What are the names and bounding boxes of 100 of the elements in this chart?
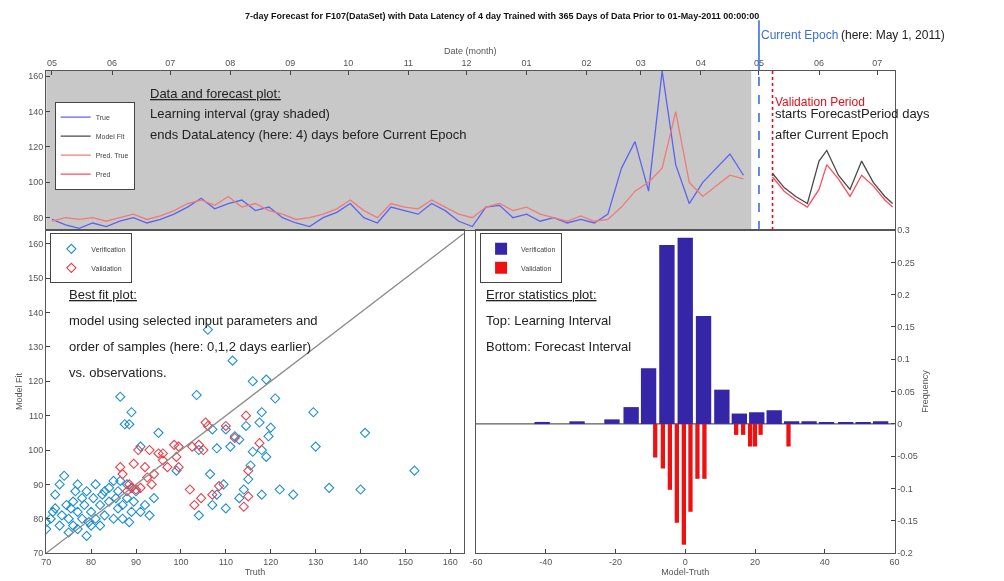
annotation: order of samples (here: 0,1,2 days earlier)	[69, 339, 312, 354]
point	[169, 439, 180, 450]
bar	[731, 413, 747, 424]
x-tick-label: 20	[750, 556, 761, 567]
bar	[623, 407, 639, 424]
bar	[569, 421, 585, 424]
point	[196, 493, 207, 504]
bar	[749, 412, 765, 424]
x-tick-label: 02	[581, 58, 592, 69]
y-tick-label: 0.3	[897, 225, 910, 236]
text: (here: May 1, 2011)	[841, 28, 945, 42]
bar	[855, 421, 871, 425]
y-tick-label: 0.1	[897, 354, 910, 365]
x-tick-label: 04	[695, 58, 706, 69]
ref-line-label: Current Epoch	[761, 28, 839, 42]
annotation: after Current Epoch	[775, 127, 889, 142]
annotation: Best fit plot:	[69, 287, 137, 302]
x-tick-label: 03	[635, 58, 646, 69]
y-tick-label: 140	[28, 106, 44, 117]
x-axis-title: Truth	[244, 566, 266, 577]
x-tick-label: 150	[397, 556, 413, 567]
point	[240, 410, 252, 421]
point	[153, 448, 164, 459]
point	[162, 462, 173, 473]
bar	[695, 316, 712, 424]
y-tick-label: 80	[33, 513, 44, 524]
point	[133, 444, 144, 456]
point	[193, 439, 204, 450]
bar	[653, 423, 658, 458]
point	[254, 438, 265, 449]
y-tick-label: 120	[28, 376, 44, 387]
annotation: vs. observations.	[69, 365, 167, 380]
x-tick-label: 40	[819, 556, 830, 567]
x-tick-label: 0	[682, 556, 688, 567]
bar	[677, 237, 693, 424]
x-tick-label: -40	[539, 556, 553, 567]
y-tick-label: 150	[28, 273, 44, 284]
bar	[783, 421, 800, 424]
x-tick-label: 10	[343, 58, 354, 69]
point	[238, 501, 249, 512]
y-tick-label: 0.05	[897, 386, 915, 397]
bar	[688, 423, 693, 512]
bar	[714, 389, 730, 424]
point	[200, 417, 211, 428]
point	[142, 472, 153, 483]
bar	[741, 423, 746, 435]
x-tick-label: 90	[131, 556, 142, 567]
x-tick-label: 08	[225, 58, 236, 69]
x-tick-label: 120	[263, 556, 279, 567]
x-tick-label: -60	[469, 556, 483, 567]
x-tick-label: 06	[107, 58, 118, 69]
bar	[747, 423, 753, 447]
bar	[801, 421, 817, 424]
y-tick-label: 100	[28, 445, 44, 456]
x-tick-label: 07	[872, 58, 883, 69]
x-tick-label: 09	[285, 58, 296, 69]
x-tick-label: 05	[46, 58, 57, 69]
x-tick-label: 11	[403, 58, 414, 69]
point	[243, 465, 254, 476]
y-tick-label: 110	[29, 410, 44, 421]
y-tick-label: 0.25	[897, 257, 915, 268]
y-axis-title: Frequency	[919, 369, 930, 413]
bar	[786, 423, 791, 447]
annotation: ends DataLatency (here: 4) days before Current Epoch	[150, 127, 467, 142]
x-axis-title: Model-Truth	[661, 566, 710, 577]
chart-title: 7-day Forecast for F107(DataSet) with Data Latency of 4 day Trained with 365 Days of Data Prior to 01-May-2011 00:00:00	[245, 11, 760, 21]
annotation: Top: Learning Interval	[486, 313, 612, 328]
bar	[838, 421, 854, 425]
y-tick-label: 100	[28, 177, 44, 188]
bar	[818, 421, 835, 425]
point	[243, 491, 254, 502]
y-tick-label: -0.15	[897, 515, 918, 526]
point	[207, 489, 218, 500]
bar	[640, 368, 657, 424]
point	[184, 484, 195, 495]
point	[146, 479, 157, 490]
bar	[604, 419, 620, 424]
y-axis-title: Model Fit	[13, 372, 24, 411]
x-tick-label: 130	[308, 556, 324, 567]
y-tick-label: 160	[28, 71, 44, 82]
point	[139, 462, 151, 473]
y-tick-label: -0.1	[897, 483, 913, 494]
point	[128, 458, 139, 469]
point	[135, 482, 146, 493]
point	[173, 441, 184, 452]
bar	[659, 244, 675, 424]
point	[171, 451, 182, 462]
bar	[734, 423, 739, 435]
y-tick-label: 90	[33, 479, 44, 490]
line-series	[771, 163, 894, 208]
x-axis-title: Date (month)	[444, 45, 497, 56]
y-tick-label: 0.2	[897, 289, 910, 300]
line-series	[51, 110, 745, 222]
bar	[695, 423, 700, 479]
y-tick-label: -0.05	[897, 451, 918, 462]
bar	[681, 423, 686, 545]
point	[213, 481, 225, 492]
point	[189, 499, 200, 511]
x-tick-label: 01	[521, 58, 532, 69]
y-tick-label: 120	[28, 142, 44, 153]
